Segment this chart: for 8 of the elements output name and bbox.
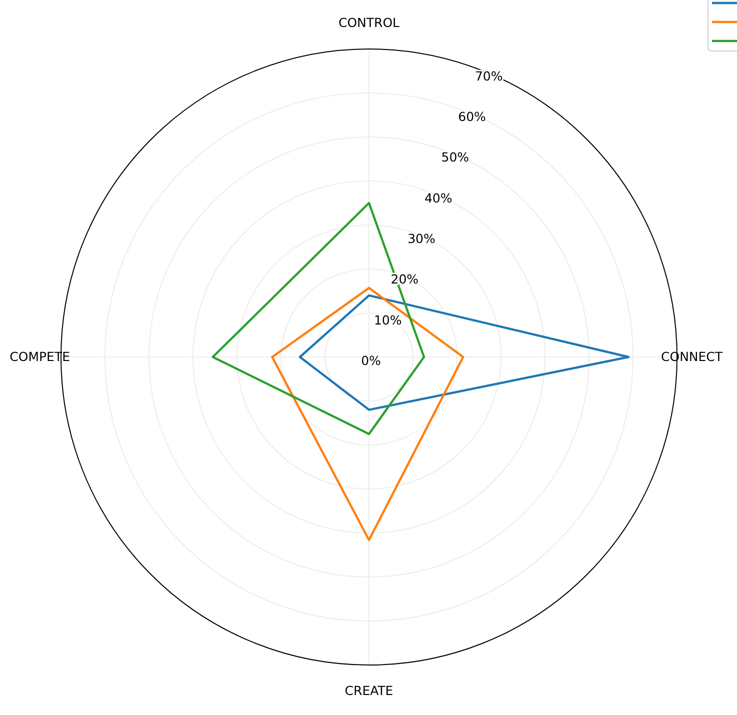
spoke-label: CREATE bbox=[344, 683, 394, 698]
y-tick-label: 50% bbox=[441, 150, 470, 165]
y-tick-label: 0% bbox=[361, 353, 382, 368]
y-tick-label: 30% bbox=[408, 231, 436, 246]
y-tick-label: 60% bbox=[458, 109, 486, 124]
y-tick-label: 10% bbox=[374, 312, 402, 328]
spoke-label: CONTROL bbox=[338, 15, 400, 30]
y-tick-label: 40% bbox=[424, 190, 452, 206]
